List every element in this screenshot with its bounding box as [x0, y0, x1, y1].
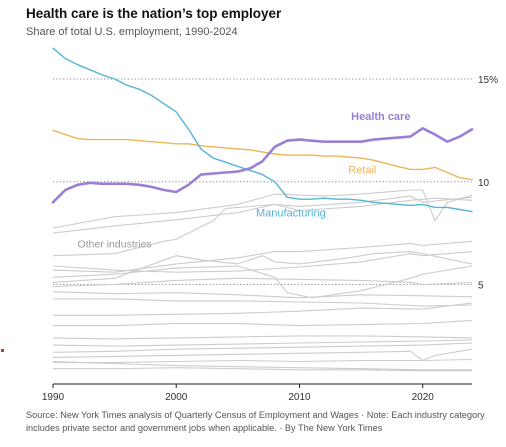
- other-industry-line-13: [52, 335, 473, 340]
- series-line-manufacturing: [52, 47, 473, 213]
- label-layer: 15% 10 5 Other industries Retail Manufacturin…: [78, 75, 499, 291]
- other-industry-line-18: [53, 367, 472, 372]
- x-tick-label-1990: 1990: [42, 392, 65, 403]
- other-industries-layer: [52, 189, 473, 372]
- other-industry-line-2: [52, 195, 473, 234]
- other-industry-line-1: [52, 189, 473, 229]
- red-dot-marker: [1, 349, 4, 352]
- other-industry-line-6: [52, 251, 473, 283]
- other-industry-line-14: [52, 339, 473, 347]
- series-label-manufacturing: Manufacturing: [256, 208, 326, 220]
- other-industry-line-9: [52, 291, 473, 299]
- other-industry-line-8: [52, 277, 473, 288]
- series-label-retail: Retail: [348, 165, 376, 177]
- other-industry-line-11: [53, 302, 473, 316]
- other-industry-line-4: [52, 240, 473, 273]
- x-axis: 1990 2000 2010 2020: [42, 383, 472, 403]
- x-tick-label-2000: 2000: [165, 392, 188, 403]
- source-note: Source: New York Times analysis of Quart…: [26, 410, 485, 433]
- other-industry-line-15: [52, 342, 473, 353]
- y-tick-label-15: 15%: [478, 75, 498, 86]
- y-tick-label-10: 10: [478, 178, 490, 189]
- x-tick-label-2010: 2010: [288, 392, 311, 403]
- other-industry-line-17: [53, 358, 473, 364]
- other-industry-line-5: [52, 251, 473, 273]
- other-industry-line-19: [52, 360, 472, 371]
- other-industry-line-16: [52, 348, 473, 362]
- other-industry-line-10: [53, 298, 473, 307]
- chart-subtitle: Share of total U.S. employment, 1990-202…: [26, 26, 238, 38]
- other-industry-line-12: [53, 319, 473, 327]
- series-label-health-care: Health care: [351, 111, 410, 123]
- other-industries-label: Other industries: [78, 239, 152, 251]
- other-industry-line-3: [52, 197, 473, 257]
- chart-title: Health care is the nation’s top employer: [26, 6, 282, 21]
- x-tick-label-2020: 2020: [412, 392, 435, 403]
- y-tick-label-5: 5: [478, 280, 484, 291]
- highlighted-series-layer: [51, 47, 474, 213]
- series-line-health-care: [51, 127, 474, 204]
- series-line-retail: [52, 129, 473, 181]
- other-industry-line-7: [52, 265, 473, 299]
